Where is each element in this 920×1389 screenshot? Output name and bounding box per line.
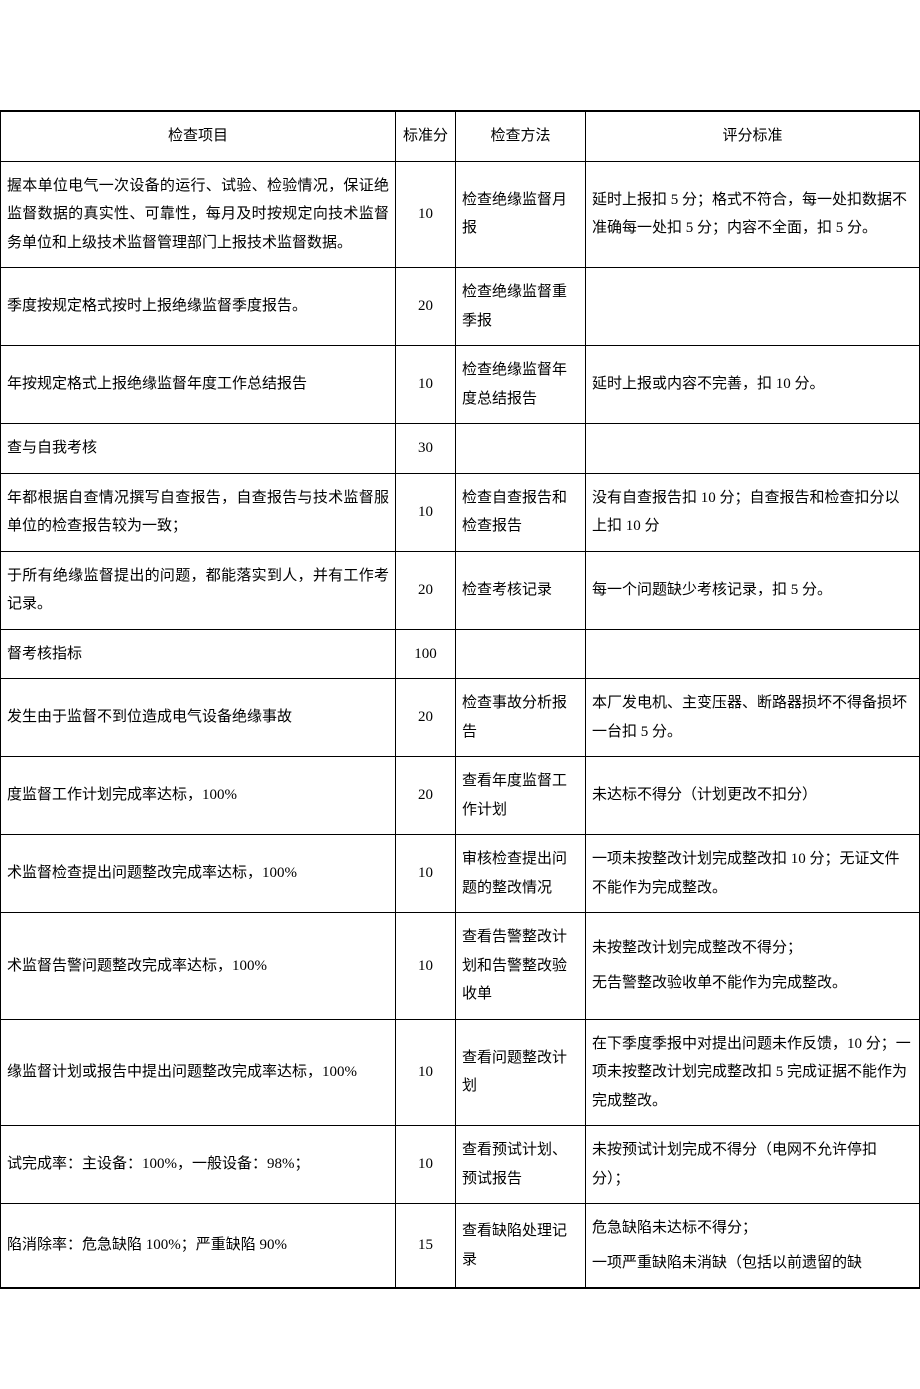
header-method: 检查方法 xyxy=(456,111,586,161)
cell-method xyxy=(456,424,586,474)
cell-score: 20 xyxy=(396,679,456,757)
cell-method: 查看问题整改计划 xyxy=(456,1019,586,1126)
table-row: 缘监督计划或报告中提出问题整改完成率达标，100%10查看问题整改计划在下季度季… xyxy=(1,1019,920,1126)
cell-score: 10 xyxy=(396,1019,456,1126)
cell-score: 20 xyxy=(396,757,456,835)
cell-method: 查看告警整改计划和告警整改验收单 xyxy=(456,913,586,1020)
cell-item: 试完成率：主设备：100%，一般设备：98%； xyxy=(1,1126,396,1204)
cell-method xyxy=(456,629,586,679)
document-page: 检查项目 标准分 检查方法 评分标准 握本单位电气一次设备的运行、试验、检验情况… xyxy=(0,0,920,1389)
cell-method: 检查绝缘监督重季报 xyxy=(456,268,586,346)
cell-score: 10 xyxy=(396,835,456,913)
cell-method: 查看年度监督工作计划 xyxy=(456,757,586,835)
table-row: 度监督工作计划完成率达标，100%20查看年度监督工作计划未达标不得分（计划更改… xyxy=(1,757,920,835)
header-criteria: 评分标准 xyxy=(586,111,920,161)
table-row: 握本单位电气一次设备的运行、试验、检验情况，保证绝监督数据的真实性、可靠性，每月… xyxy=(1,161,920,268)
cell-item: 缘监督计划或报告中提出问题整改完成率达标，100% xyxy=(1,1019,396,1126)
table-row: 年按规定格式上报绝缘监督年度工作总结报告10检查绝缘监督年度总结报告延时上报或内… xyxy=(1,346,920,424)
cell-criteria xyxy=(586,424,920,474)
table-row: 查与自我考核30 xyxy=(1,424,920,474)
table-row: 季度按规定格式按时上报绝缘监督季度报告。20检查绝缘监督重季报 xyxy=(1,268,920,346)
cell-score: 15 xyxy=(396,1204,456,1289)
cell-method: 检查事故分析报告 xyxy=(456,679,586,757)
header-item: 检查项目 xyxy=(1,111,396,161)
table-row: 年都根据自查情况撰写自查报告，自查报告与技术监督服单位的检查报告较为一致；10检… xyxy=(1,473,920,551)
cell-score: 10 xyxy=(396,161,456,268)
table-row: 发生由于监督不到位造成电气设备绝缘事故20检查事故分析报告本厂发电机、主变压器、… xyxy=(1,679,920,757)
cell-item: 于所有绝缘监督提出的问题，都能落实到人，并有工作考记录。 xyxy=(1,551,396,629)
cell-score: 30 xyxy=(396,424,456,474)
cell-item: 术监督检查提出问题整改完成率达标，100% xyxy=(1,835,396,913)
cell-criteria: 本厂发电机、主变压器、断路器损坏不得备损坏一台扣 5 分。 xyxy=(586,679,920,757)
cell-score: 10 xyxy=(396,473,456,551)
cell-item: 陷消除率：危急缺陷 100%；严重缺陷 90% xyxy=(1,1204,396,1289)
cell-score: 100 xyxy=(396,629,456,679)
cell-method: 审核检查提出问题的整改情况 xyxy=(456,835,586,913)
cell-item: 发生由于监督不到位造成电气设备绝缘事故 xyxy=(1,679,396,757)
cell-method: 检查考核记录 xyxy=(456,551,586,629)
table-row: 术监督告警问题整改完成率达标，100%10查看告警整改计划和告警整改验收单未按整… xyxy=(1,913,920,1020)
cell-method: 查看缺陷处理记录 xyxy=(456,1204,586,1289)
cell-criteria: 每一个问题缺少考核记录，扣 5 分。 xyxy=(586,551,920,629)
cell-criteria: 一项未按整改计划完成整改扣 10 分；无证文件不能作为完成整改。 xyxy=(586,835,920,913)
cell-criteria: 延时上报扣 5 分；格式不符合，每一处扣数据不准确每一处扣 5 分；内容不全面，… xyxy=(586,161,920,268)
cell-item: 督考核指标 xyxy=(1,629,396,679)
cell-criteria: 延时上报或内容不完善，扣 10 分。 xyxy=(586,346,920,424)
table-row: 试完成率：主设备：100%，一般设备：98%；10查看预试计划、预试报告未按预试… xyxy=(1,1126,920,1204)
cell-item: 年按规定格式上报绝缘监督年度工作总结报告 xyxy=(1,346,396,424)
header-score: 标准分 xyxy=(396,111,456,161)
cell-score: 10 xyxy=(396,1126,456,1204)
cell-criteria: 未按整改计划完成整改不得分；无告警整改验收单不能作为完成整改。 xyxy=(586,913,920,1020)
cell-criteria: 危急缺陷未达标不得分；一项严重缺陷未消缺（包括以前遗留的缺 xyxy=(586,1204,920,1289)
table-header-row: 检查项目 标准分 检查方法 评分标准 xyxy=(1,111,920,161)
cell-item: 查与自我考核 xyxy=(1,424,396,474)
cell-criteria: 在下季度季报中对提出问题未作反馈，10 分；一项未按整改计划完成整改扣 5 完成… xyxy=(586,1019,920,1126)
table-row: 督考核指标100 xyxy=(1,629,920,679)
table-body: 握本单位电气一次设备的运行、试验、检验情况，保证绝监督数据的真实性、可靠性，每月… xyxy=(1,161,920,1288)
cell-item: 年都根据自查情况撰写自查报告，自查报告与技术监督服单位的检查报告较为一致； xyxy=(1,473,396,551)
cell-method: 检查自查报告和检查报告 xyxy=(456,473,586,551)
inspection-table: 检查项目 标准分 检查方法 评分标准 握本单位电气一次设备的运行、试验、检验情况… xyxy=(0,110,920,1289)
cell-score: 20 xyxy=(396,551,456,629)
table-row: 于所有绝缘监督提出的问题，都能落实到人，并有工作考记录。20检查考核记录每一个问… xyxy=(1,551,920,629)
cell-item: 术监督告警问题整改完成率达标，100% xyxy=(1,913,396,1020)
cell-method: 检查绝缘监督月报 xyxy=(456,161,586,268)
table-row: 陷消除率：危急缺陷 100%；严重缺陷 90%15查看缺陷处理记录危急缺陷未达标… xyxy=(1,1204,920,1289)
cell-criteria: 没有自查报告扣 10 分；自查报告和检查扣分以上扣 10 分 xyxy=(586,473,920,551)
cell-criteria xyxy=(586,268,920,346)
cell-method: 查看预试计划、预试报告 xyxy=(456,1126,586,1204)
cell-criteria: 未按预试计划完成不得分（电网不允许停扣分）； xyxy=(586,1126,920,1204)
cell-criteria xyxy=(586,629,920,679)
cell-item: 季度按规定格式按时上报绝缘监督季度报告。 xyxy=(1,268,396,346)
cell-score: 20 xyxy=(396,268,456,346)
cell-method: 检查绝缘监督年度总结报告 xyxy=(456,346,586,424)
cell-item: 度监督工作计划完成率达标，100% xyxy=(1,757,396,835)
cell-item: 握本单位电气一次设备的运行、试验、检验情况，保证绝监督数据的真实性、可靠性，每月… xyxy=(1,161,396,268)
cell-score: 10 xyxy=(396,346,456,424)
cell-score: 10 xyxy=(396,913,456,1020)
cell-criteria: 未达标不得分（计划更改不扣分） xyxy=(586,757,920,835)
table-row: 术监督检查提出问题整改完成率达标，100%10审核检查提出问题的整改情况一项未按… xyxy=(1,835,920,913)
